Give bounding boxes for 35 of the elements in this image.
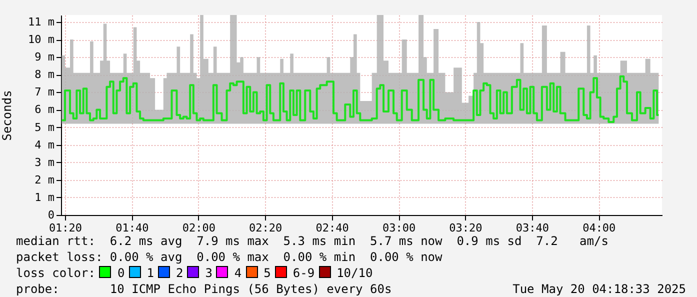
y-axis-title: Seconds	[0, 90, 14, 141]
x-tick-label: 01:40	[116, 222, 149, 234]
text: 5	[264, 266, 271, 280]
x-tick-label: 02:20	[249, 222, 282, 234]
text: 3	[205, 266, 212, 280]
y-tick-label: 2 m	[34, 173, 55, 186]
text: 4	[234, 266, 242, 280]
y-tick-label: 10 m	[28, 33, 55, 46]
x-tick-label: 02:00	[182, 222, 216, 234]
text: 2	[176, 266, 184, 280]
text: packet loss: 0.00 % avg 0.00 % max 0.00 % min 0.00 % now	[16, 250, 442, 264]
y-tick-label: 0	[48, 208, 54, 222]
text: 6-9	[292, 266, 315, 280]
x-tick-label: 01:20	[48, 222, 82, 234]
y-tick-label: 3 m	[34, 156, 55, 169]
y-tick-label: 11 m	[28, 16, 55, 29]
x-tick-label: 02:40	[316, 222, 349, 234]
text: median rtt: 6.2 ms avg 7.9 ms max 5.3 ms min 5.7 ms now 0.9 ms sd 7.2 am/s	[16, 234, 608, 248]
text: 10/10	[336, 266, 373, 280]
y-tick-label: 4 m	[34, 138, 55, 152]
text: Tue May 20 04:18:33 2025	[512, 281, 686, 297]
x-tick-label: 03:40	[516, 222, 549, 234]
x-tick-label: 04:00	[582, 222, 616, 234]
x-tick-label: 03:20	[449, 222, 482, 234]
y-tick-label: 1 m	[34, 190, 55, 204]
x-tick-label: 03:00	[382, 222, 416, 234]
y-tick-label: 9 m	[34, 50, 55, 64]
text: loss color:	[16, 266, 96, 280]
y-tick-label: 5 m	[34, 120, 55, 134]
text: 1	[146, 266, 154, 280]
text: probe: 10 ICMP Echo Pings (56 Bytes) every 60s	[16, 282, 392, 296]
y-tick-label: 7 m	[34, 86, 55, 99]
y-tick-label: 8 m	[34, 68, 55, 82]
y-tick-label: 6 m	[34, 103, 55, 116]
text: 0	[117, 266, 125, 280]
